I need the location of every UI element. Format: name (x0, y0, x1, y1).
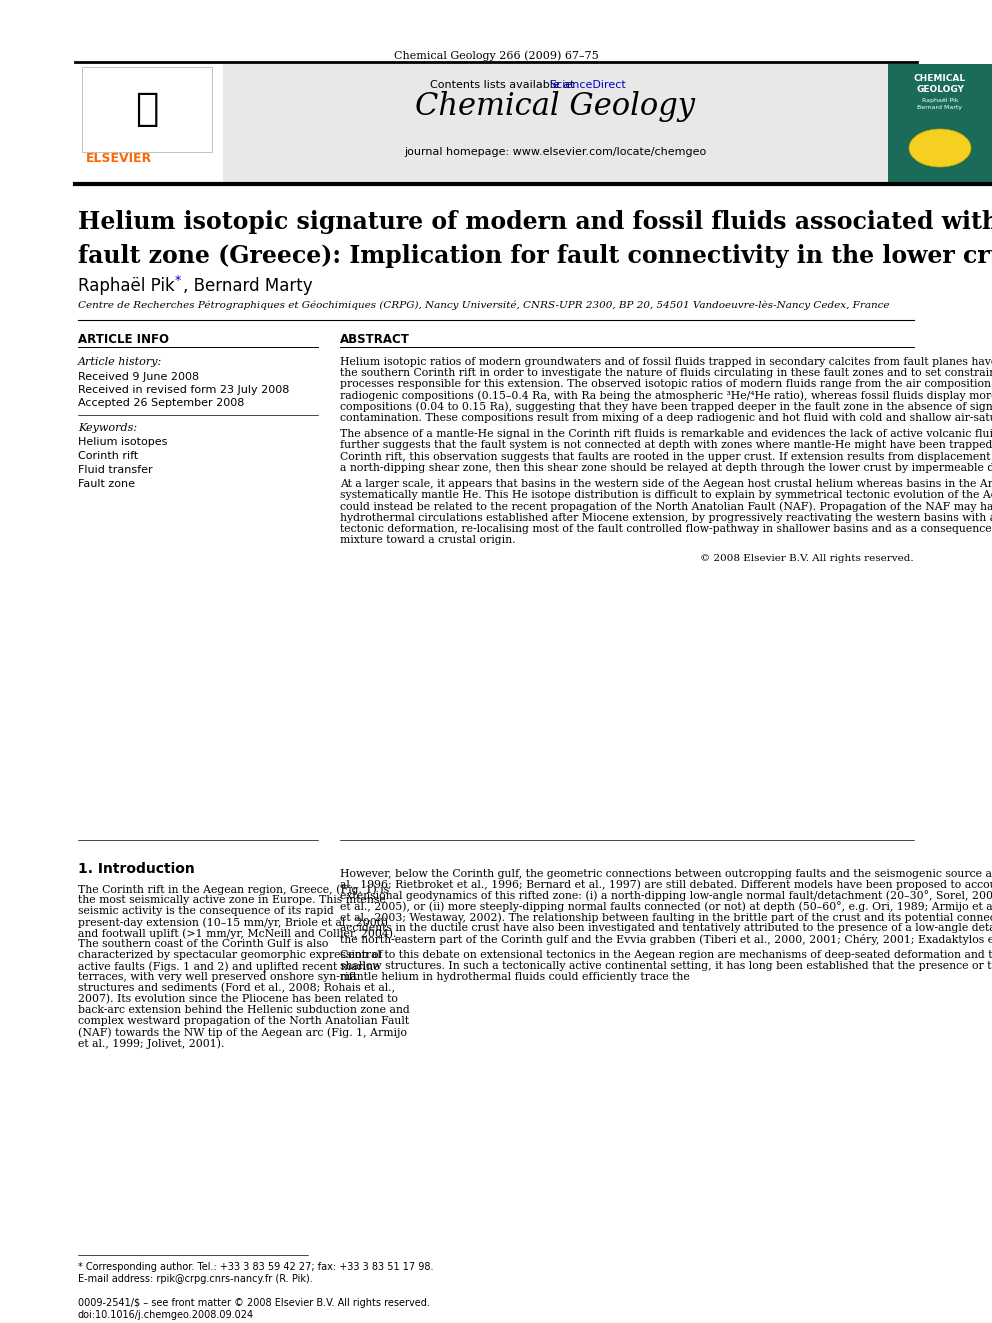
Text: et al., 2005), or (ii) more steeply-dipping normal faults connected (or not) at : et al., 2005), or (ii) more steeply-dipp… (340, 901, 992, 912)
Text: Keywords:: Keywords: (78, 423, 137, 433)
Ellipse shape (909, 130, 971, 167)
Text: Helium isotopic ratios of modern groundwaters and of fossil fluids trapped in se: Helium isotopic ratios of modern groundw… (340, 357, 992, 366)
Text: Corinth rift, this observation suggests that faults are rooted in the upper crus: Corinth rift, this observation suggests … (340, 451, 992, 462)
Text: contamination. These compositions result from mixing of a deep radiogenic and ho: contamination. These compositions result… (340, 413, 992, 423)
Text: a north-dipping shear zone, then this shear zone should be relayed at depth thro: a north-dipping shear zone, then this sh… (340, 463, 992, 472)
Text: The southern coast of the Corinth Gulf is also: The southern coast of the Corinth Gulf i… (78, 939, 328, 949)
Text: * Corresponding author. Tel.: +33 3 83 59 42 27; fax: +33 3 83 51 17 98.: * Corresponding author. Tel.: +33 3 83 5… (78, 1262, 434, 1271)
Text: 1. Introduction: 1. Introduction (78, 863, 194, 876)
Text: et al., 2003; Westaway, 2002). The relationship between faulting in the brittle : et al., 2003; Westaway, 2002). The relat… (340, 912, 992, 922)
Text: Fault zone: Fault zone (78, 479, 135, 490)
Text: radiogenic compositions (0.15–0.4 Ra, with Ra being the atmospheric ³He/⁴He rati: radiogenic compositions (0.15–0.4 Ra, wi… (340, 390, 992, 401)
Text: seismic activity is the consequence of its rapid: seismic activity is the consequence of i… (78, 906, 333, 916)
Text: compositions (0.04 to 0.15 Ra), suggesting that they have been trapped deeper in: compositions (0.04 to 0.15 Ra), suggesti… (340, 402, 992, 413)
Text: mixture toward a crustal origin.: mixture toward a crustal origin. (340, 534, 516, 545)
Text: back-arc extension behind the Hellenic subduction zone and: back-arc extension behind the Hellenic s… (78, 1005, 410, 1015)
Text: Centre de Recherches Pétrographiques et Géochimiques (CRPG), Nancy Université, C: Centre de Recherches Pétrographiques et … (78, 300, 890, 310)
Text: tectonic deformation, re-localising most of the fault controlled flow-pathway in: tectonic deformation, re-localising most… (340, 524, 992, 533)
Text: active faults (Figs. 1 and 2) and uplifted recent marine: active faults (Figs. 1 and 2) and uplift… (78, 960, 380, 971)
Text: The absence of a mantle-He signal in the Corinth rift fluids is remarkable and e: The absence of a mantle-He signal in the… (340, 429, 992, 439)
Bar (75, 64, 223, 183)
Text: present-day extension (10–15 mm/yr, Briole et al., 2000): present-day extension (10–15 mm/yr, Brio… (78, 917, 388, 927)
Text: systematically mantle He. This He isotope distribution is difficult to explain b: systematically mantle He. This He isotop… (340, 491, 992, 500)
Text: E-mail address: rpik@crpg.cnrs-nancy.fr (R. Pik).: E-mail address: rpik@crpg.cnrs-nancy.fr … (78, 1274, 312, 1285)
Text: processes responsible for this extension. The observed isotopic ratios of modern: processes responsible for this extension… (340, 380, 992, 389)
Text: structures and sediments (Ford et al., 2008; Rohais et al.,: structures and sediments (Ford et al., 2… (78, 983, 395, 994)
Text: shallow structures. In such a tectonically active continental setting, it has lo: shallow structures. In such a tectonical… (340, 960, 992, 971)
Text: However, below the Corinth gulf, the geometric connections between outcropping f: However, below the Corinth gulf, the geo… (340, 868, 992, 878)
Text: Chemical Geology 266 (2009) 67–75: Chemical Geology 266 (2009) 67–75 (394, 50, 598, 61)
Text: et al., 1999; Jolivet, 2001).: et al., 1999; Jolivet, 2001). (78, 1039, 224, 1049)
Text: Helium isotopic signature of modern and fossil fluids associated with the Corint: Helium isotopic signature of modern and … (78, 210, 992, 234)
Text: terraces, with very well preserved onshore syn-rift: terraces, with very well preserved onsho… (78, 972, 357, 982)
Text: *: * (175, 274, 182, 287)
Text: CHEMICAL
GEOLOGY: CHEMICAL GEOLOGY (914, 74, 966, 94)
Text: Received 9 June 2008: Received 9 June 2008 (78, 372, 199, 382)
Text: the most seismically active zone in Europe. This intense: the most seismically active zone in Euro… (78, 894, 386, 905)
Text: © 2008 Elsevier B.V. All rights reserved.: © 2008 Elsevier B.V. All rights reserved… (700, 554, 914, 564)
Text: characterized by spectacular geomorphic expression of: characterized by spectacular geomorphic … (78, 950, 383, 960)
Text: 0009-2541/$ – see front matter © 2008 Elsevier B.V. All rights reserved.: 0009-2541/$ – see front matter © 2008 El… (78, 1298, 430, 1308)
Text: Raphaël Pik: Raphaël Pik (78, 277, 175, 295)
Text: and footwall uplift (>1 mm/yr, McNeill and Collier, 2004).: and footwall uplift (>1 mm/yr, McNeill a… (78, 927, 397, 938)
Text: Accepted 26 September 2008: Accepted 26 September 2008 (78, 398, 244, 407)
Text: 2007). Its evolution since the Pliocene has been related to: 2007). Its evolution since the Pliocene … (78, 994, 398, 1004)
Text: Bernard Marty: Bernard Marty (918, 105, 962, 110)
Text: al., 1996; Rietbroket et al., 1996; Bernard et al., 1997) are still debated. Dif: al., 1996; Rietbroket et al., 1996; Bern… (340, 878, 992, 889)
Text: Contents lists available at: Contents lists available at (430, 79, 578, 90)
Text: accidents in the ductile crust have also been investigated and tentatively attri: accidents in the ductile crust have also… (340, 923, 992, 933)
Text: (NAF) towards the NW tip of the Aegean arc (Fig. 1, Armijo: (NAF) towards the NW tip of the Aegean a… (78, 1027, 407, 1037)
Text: ELSEVIER: ELSEVIER (86, 152, 152, 164)
Text: hydrothermal circulations established after Miocene extension, by progressively : hydrothermal circulations established af… (340, 512, 992, 523)
Text: doi:10.1016/j.chemgeo.2008.09.024: doi:10.1016/j.chemgeo.2008.09.024 (78, 1310, 254, 1320)
Text: fault zone (Greece): Implication for fault connectivity in the lower crust: fault zone (Greece): Implication for fau… (78, 243, 992, 269)
Text: , Bernard Marty: , Bernard Marty (183, 277, 312, 295)
Text: Article history:: Article history: (78, 357, 163, 366)
Text: Fluid transfer: Fluid transfer (78, 464, 153, 475)
Text: extensional geodynamics of this rifted zone: (i) a north-dipping low-angle norma: extensional geodynamics of this rifted z… (340, 890, 992, 901)
Text: could instead be related to the recent propagation of the North Anatolian Fault : could instead be related to the recent p… (340, 501, 992, 512)
Text: Helium isotopes: Helium isotopes (78, 437, 168, 447)
Text: Central to this debate on extensional tectonics in the Aegean region are mechani: Central to this debate on extensional te… (340, 950, 992, 960)
Text: Received in revised form 23 July 2008: Received in revised form 23 July 2008 (78, 385, 290, 396)
Text: journal homepage: www.elsevier.com/locate/chemgeo: journal homepage: www.elsevier.com/locat… (404, 147, 706, 157)
Text: further suggests that the fault system is not connected at depth with zones wher: further suggests that the fault system i… (340, 441, 992, 450)
Bar (223, 64, 888, 183)
Text: the north-eastern part of the Corinth gulf and the Evvia grabben (Tiberi et al.,: the north-eastern part of the Corinth gu… (340, 934, 992, 945)
Text: Corinth rift: Corinth rift (78, 451, 138, 460)
Text: the southern Corinth rift in order to investigate the nature of fluids circulati: the southern Corinth rift in order to in… (340, 368, 992, 378)
Text: mantle helium in hydrothermal fluids could efficiently trace the: mantle helium in hydrothermal fluids cou… (340, 972, 689, 982)
Text: 🌳: 🌳 (135, 90, 159, 128)
Text: At a larger scale, it appears that basins in the western side of the Aegean host: At a larger scale, it appears that basin… (340, 479, 992, 490)
Text: ARTICLE INFO: ARTICLE INFO (78, 333, 169, 347)
Text: ABSTRACT: ABSTRACT (340, 333, 410, 347)
Bar (888, 64, 992, 183)
Text: The Corinth rift in the Aegean region, Greece, (Fig. 1) is: The Corinth rift in the Aegean region, G… (78, 884, 389, 894)
Text: ScienceDirect: ScienceDirect (549, 79, 626, 90)
Text: Raphaël Pik: Raphaël Pik (922, 98, 958, 103)
Text: complex westward propagation of the North Anatolian Fault: complex westward propagation of the Nort… (78, 1016, 409, 1027)
Text: Chemical Geology: Chemical Geology (415, 91, 695, 123)
Bar (82, 67, 212, 152)
Bar (75, 64, 917, 183)
